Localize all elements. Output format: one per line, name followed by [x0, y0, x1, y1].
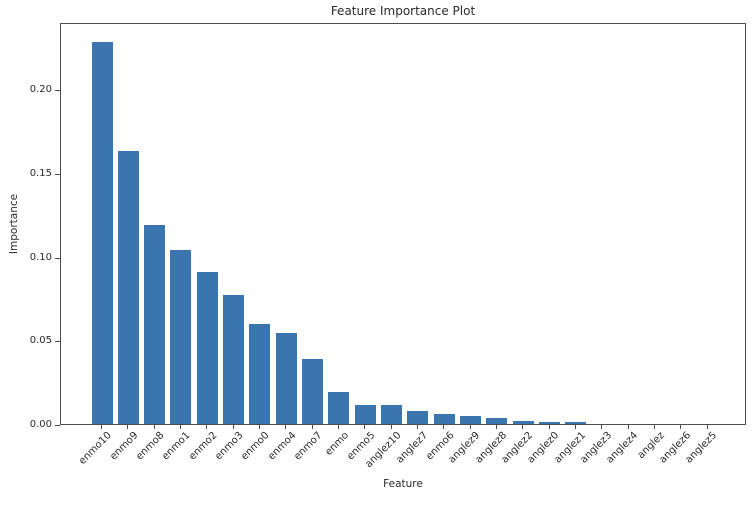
y-tick-label-0.10: 0.10: [29, 251, 52, 263]
x-tick: [311, 425, 313, 429]
x-tick-label-enmo3: enmo3: [213, 430, 246, 463]
x-tick-label-enmo4: enmo4: [265, 430, 299, 463]
x-tick: [179, 425, 181, 429]
bar-enmo7: [302, 358, 324, 424]
x-tick: [285, 425, 287, 429]
bar-enmo5: [354, 404, 376, 424]
x-tick: [337, 425, 339, 429]
x-tick-label-enmo2: enmo2: [186, 430, 220, 463]
x-tick: [258, 425, 260, 429]
x-tick: [390, 425, 392, 429]
x-tick: [548, 425, 550, 429]
bar-enmo1: [170, 249, 192, 424]
x-tick: [127, 425, 129, 429]
chart-title: Feature Importance Plot: [330, 4, 476, 18]
x-tick: [232, 425, 234, 429]
bar-anglez10: [381, 405, 403, 424]
x-tick-label-enmo0: enmo0: [239, 430, 272, 463]
x-tick: [469, 425, 471, 429]
bar-enmo6: [433, 413, 455, 424]
x-tick-label-enmo7: enmo7: [292, 430, 325, 463]
bar-anglez8: [486, 418, 508, 424]
plot-area: [60, 23, 746, 425]
x-tick: [574, 425, 576, 429]
bar-enmo0: [249, 324, 271, 424]
y-tick: [55, 257, 60, 259]
y-tick-label-0.05: 0.05: [29, 335, 52, 347]
y-tick: [55, 425, 60, 426]
x-tick: [601, 425, 603, 429]
x-tick: [416, 425, 418, 429]
bar-enmo4: [275, 332, 297, 424]
bar-anglez0: [539, 421, 561, 424]
x-axis-label: Feature: [383, 478, 423, 490]
y-tick: [55, 173, 60, 175]
bar-enmo: [328, 392, 350, 424]
bar-anglez2: [512, 421, 534, 424]
y-tick-label-0.00: 0.00: [29, 419, 52, 430]
x-tick: [101, 425, 102, 429]
x-tick-label-enmo8: enmo8: [134, 430, 167, 463]
x-tick: [653, 425, 655, 429]
x-tick: [153, 425, 155, 429]
x-tick: [495, 425, 497, 429]
bar-anglez7: [407, 411, 429, 424]
x-tick-label-enmo9: enmo9: [107, 430, 141, 463]
bar-enmo10: [91, 42, 113, 424]
bar-anglez9: [460, 415, 482, 424]
x-tick: [522, 425, 524, 429]
bar-enmo3: [223, 295, 245, 424]
x-tick: [443, 425, 445, 429]
bar-enmo9: [117, 150, 139, 424]
y-tick: [55, 90, 60, 91]
bar-anglez1: [565, 422, 587, 424]
x-tick: [706, 425, 708, 429]
bar-enmo8: [144, 224, 166, 424]
x-tick: [206, 425, 208, 429]
y-axis-label-text: Importance: [8, 193, 20, 255]
x-tick: [627, 425, 629, 429]
x-tick: [680, 425, 682, 429]
bar-enmo2: [196, 272, 218, 424]
y-tick-label-0.20: 0.20: [29, 84, 52, 95]
x-tick-label-enmo1: enmo1: [160, 430, 193, 463]
x-tick-label-enmo10: enmo10: [76, 430, 114, 467]
x-tick: [364, 425, 366, 429]
y-tick: [55, 341, 60, 343]
y-tick-label-0.15: 0.15: [29, 167, 52, 179]
